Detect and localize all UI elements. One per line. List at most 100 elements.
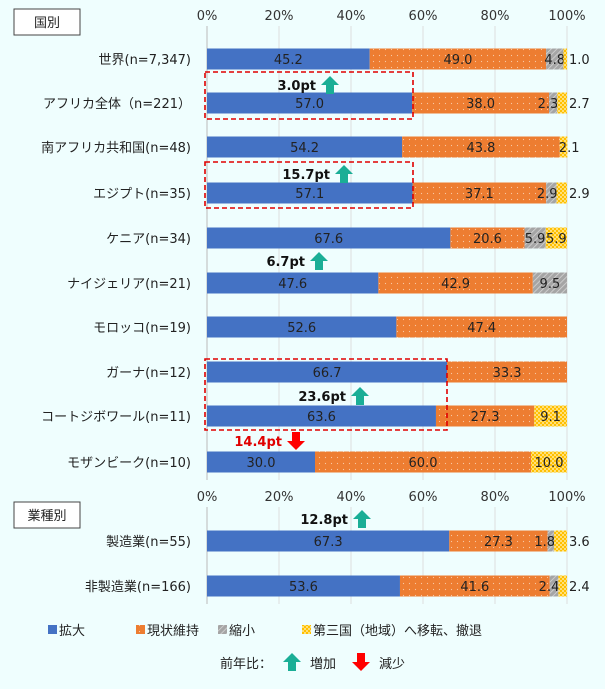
section-label-box [13,501,81,529]
category-label: アフリカ全体（n=221） [43,96,191,112]
data-label: 67.6 [314,232,343,247]
data-label: 45.2 [274,53,303,68]
tick-label: 40% [337,490,366,505]
data-label: 27.3 [484,535,513,550]
data-label: 37.1 [465,187,494,202]
data-label: 2.4 [539,580,560,595]
bar-shrink [546,182,557,204]
data-label: 49.0 [443,53,472,68]
data-label: 27.3 [471,410,500,425]
data-label: 2.9 [569,187,590,202]
bar-expand [207,227,451,249]
change-annotation: 3.0pt [277,79,316,94]
bar-shrink [549,575,559,597]
bar-maintain [450,227,525,249]
arrow-up-icon [353,510,371,528]
data-label: 2.3 [538,97,559,112]
data-label: 33.3 [493,366,522,381]
chart-by-industry: 業種別 0% 20% 40% 60% 80% 100% 製造業(n=55) 67.3 27.3 1.… [13,490,590,604]
data-label: 42.9 [441,277,470,292]
data-label: 47.4 [467,321,496,336]
bar-shrink [546,48,564,70]
data-label: 5.9 [525,232,546,247]
arrow-down-icon [287,432,305,450]
legend-swatch-expand [48,625,57,634]
category-label: ガーナ(n=12) [106,366,191,381]
bar-maintain [378,272,533,294]
tick-label: 60% [409,9,438,24]
legend-swatch-relocate [302,625,311,634]
category-label: ナイジェリア(n=21) [67,277,191,292]
tick-label: 40% [337,9,366,24]
tick-label: 20% [265,9,294,24]
bar-maintain [412,182,547,204]
bar-expand [207,361,448,383]
tick-label: 100% [548,9,585,24]
bar-maintain [399,575,550,597]
highlight-box [204,71,414,120]
section-label: 業種別 [27,508,66,524]
bar-relocate [534,405,567,427]
legend-label: 拡大 [59,624,85,639]
arrow-down-icon [352,653,370,671]
bar-expand [207,316,397,338]
bar-relocate [558,575,567,597]
bar-expand [207,48,370,70]
arrow-up-icon [321,76,339,94]
data-label: 54.2 [290,141,319,156]
bar-maintain [447,361,567,383]
tick-label: 0% [197,9,218,24]
data-label: 2.9 [537,187,558,202]
data-label: 5.9 [546,232,567,247]
bar-expand [207,530,450,552]
bar-maintain [315,451,531,473]
data-label: 2.7 [569,97,590,112]
data-label: 1.0 [569,53,590,68]
bar-relocate [557,92,567,114]
bar-expand [207,182,413,204]
bar-maintain [435,405,535,427]
data-label: 38.0 [466,97,495,112]
bar-expand [207,575,400,597]
change-annotation: 6.7pt [266,255,305,270]
data-label: 2.4 [569,580,590,595]
arrow-up-icon [283,653,301,671]
category-label: モザンビーク(n=10) [67,456,191,471]
data-label: 2.1 [559,141,580,156]
data-label: 60.0 [409,456,438,471]
section-label: 国別 [34,16,60,31]
category-label: 製造業(n=55) [106,534,191,550]
category-label: モロッコ(n=19) [93,321,191,336]
arrow-up-icon [310,252,328,270]
bar-relocate [563,48,567,70]
data-label: 57.1 [295,187,324,202]
data-label: 53.6 [289,580,318,595]
bar-expand [207,405,436,427]
data-label: 43.8 [466,141,495,156]
bar-relocate [545,227,567,249]
category-label: コートジボワール(n=11) [41,410,191,425]
data-label: 57.0 [295,97,324,112]
bar-maintain [369,48,547,70]
change-annotation: 15.7pt [282,168,330,183]
chart-by-country: 国別 0% 20% 40% 60% 80% 100% 世界(n=7,347) 45.2 49.0 4… [13,8,590,480]
bar-expand [207,272,379,294]
highlight-box [204,161,414,209]
tick-label: 20% [265,490,294,505]
legend-up-label: 増加 [310,657,336,672]
bar-expand [207,136,403,158]
tick-label: 100% [548,490,585,505]
bar-relocate [556,182,567,204]
data-label: 66.7 [313,366,342,381]
data-label: 63.6 [307,410,336,425]
category-label: 非製造業(n=166) [85,579,191,595]
data-label: 3.6 [569,535,590,550]
legend-swatch-shrink [218,625,227,634]
bar-expand [207,451,315,473]
legend-label: 第三国（地域）へ移転、撤退 [313,623,482,639]
bar-relocate [559,136,568,158]
bar-shrink [524,227,546,249]
bar-maintain [412,92,549,114]
category-label: ケニア(n=34) [106,232,191,247]
